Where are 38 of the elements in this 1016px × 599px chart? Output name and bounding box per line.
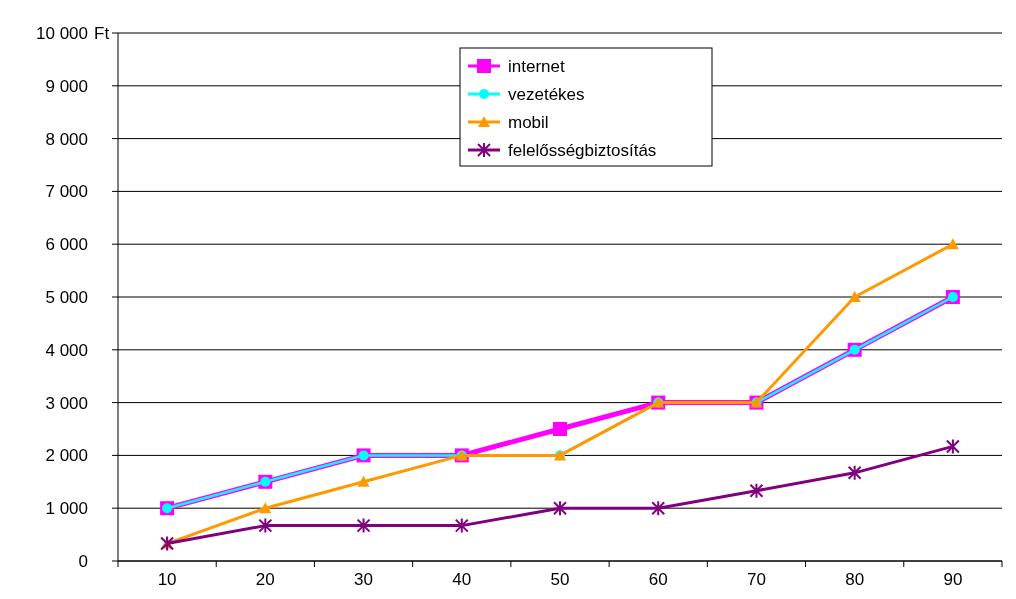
x-tick-label: 40	[452, 570, 472, 589]
x-tick-label: 10	[157, 570, 177, 589]
y-tick-label: 9 000	[45, 76, 88, 96]
point	[553, 500, 567, 517]
x-tick-label: 20	[255, 570, 275, 589]
y-tick-label: 3 000	[45, 393, 88, 413]
legend-label: vezetékes	[508, 84, 585, 104]
point	[357, 475, 370, 487]
point	[651, 500, 666, 517]
point	[356, 517, 371, 534]
x-tick-label: 80	[845, 570, 865, 589]
y-tick-label: 0	[78, 551, 88, 571]
legend-label: mobil	[508, 112, 549, 132]
y-tick-label: 8 000	[45, 129, 88, 149]
point	[749, 482, 764, 499]
point	[259, 502, 272, 514]
x-tick-label: 50	[550, 570, 570, 589]
point	[946, 238, 959, 250]
y-tick-label: 4 000	[45, 340, 88, 360]
y-tick-label: 7 000	[45, 182, 88, 202]
point	[847, 464, 862, 481]
point	[454, 517, 469, 534]
x-tick-label: 60	[648, 570, 668, 589]
x-tick-label: 70	[746, 570, 766, 589]
point	[848, 291, 861, 302]
legend-label: internet	[508, 56, 565, 76]
y-tick-label: 6 000	[45, 235, 88, 255]
point	[553, 422, 567, 436]
y-axis-title: Ft	[94, 23, 110, 43]
y-tick-label: 5 000	[45, 287, 88, 307]
x-tick-label: 30	[354, 570, 374, 589]
y-tick-label: 1 000	[45, 499, 88, 519]
point	[258, 517, 273, 534]
legend-label: felelősségbiztosítás	[508, 140, 657, 160]
x-tick-label: 90	[943, 570, 963, 589]
y-tick-label: 2 000	[45, 446, 88, 466]
y-tick-label: 10 000	[36, 23, 88, 43]
point	[945, 438, 960, 455]
